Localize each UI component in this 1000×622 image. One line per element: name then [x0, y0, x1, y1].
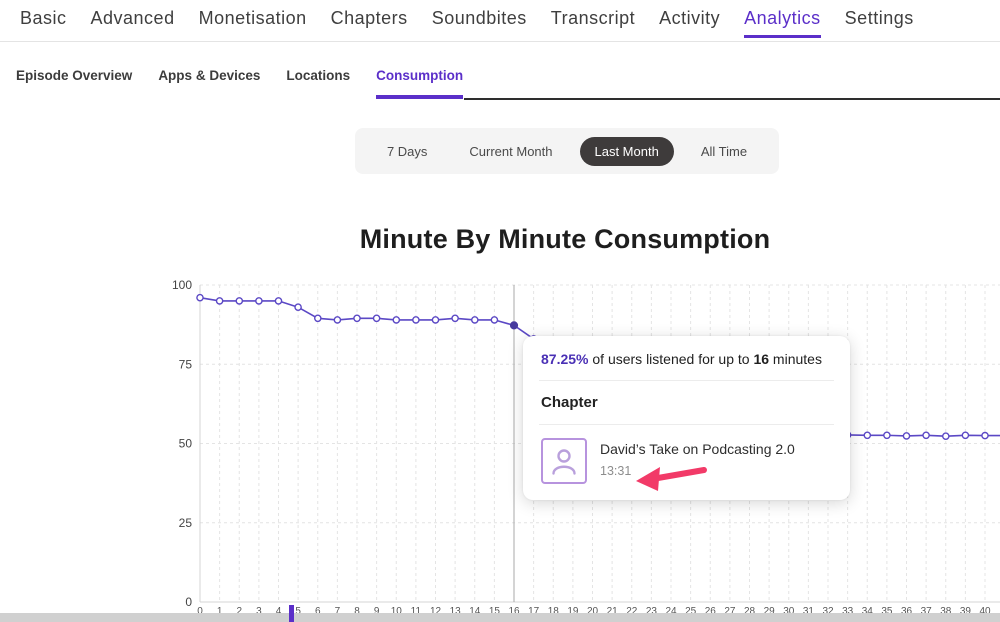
nav-item-analytics[interactable]: Analytics	[744, 8, 821, 38]
nav-item-soundbites[interactable]: Soundbites	[431, 8, 527, 28]
svg-text:13: 13	[450, 606, 462, 617]
chart-title: Minute By Minute Consumption	[359, 224, 771, 255]
svg-text:8: 8	[354, 606, 360, 617]
svg-text:27: 27	[724, 606, 736, 617]
svg-text:11: 11	[411, 606, 422, 617]
svg-text:25: 25	[685, 606, 697, 617]
chapter-title: David’s Take on Podcasting 2.0	[600, 441, 795, 457]
time-range-selector: 7 Days Current Month Last Month All Time	[355, 128, 779, 174]
arrow-icon	[636, 467, 707, 491]
tooltip-divider	[539, 424, 834, 425]
svg-text:25: 25	[179, 516, 193, 530]
subtab-apps-devices[interactable]: Apps & Devices	[158, 68, 261, 83]
svg-text:0: 0	[197, 606, 203, 617]
nav-item-settings[interactable]: Settings	[844, 8, 914, 28]
subtab-consumption[interactable]: Consumption	[376, 68, 464, 99]
svg-text:32: 32	[822, 606, 834, 617]
nav-item-activity[interactable]: Activity	[659, 8, 721, 28]
svg-text:17: 17	[528, 606, 540, 617]
svg-text:31: 31	[803, 606, 815, 617]
nav-item-transcript[interactable]: Transcript	[550, 8, 636, 28]
analytics-subtabs: Episode Overview Apps & Devices Locations C…	[16, 68, 1000, 99]
tooltip-text-mid: of users listened for up to	[588, 351, 754, 367]
tooltip-divider	[539, 380, 834, 381]
subtab-episode-overview[interactable]: Episode Overview	[16, 68, 133, 83]
chapter-info: David’s Take on Podcasting 2.0 13:31	[600, 438, 795, 478]
svg-text:12: 12	[430, 606, 442, 617]
svg-text:18: 18	[548, 606, 560, 617]
svg-text:24: 24	[665, 606, 677, 617]
svg-text:19: 19	[567, 606, 579, 617]
tooltip-chapter-row: David’s Take on Podcasting 2.0 13:31	[541, 438, 832, 484]
svg-text:21: 21	[607, 606, 619, 617]
svg-text:34: 34	[862, 606, 874, 617]
tooltip-chapter-label: Chapter	[541, 394, 598, 411]
svg-text:5: 5	[295, 606, 301, 617]
svg-text:38: 38	[940, 606, 952, 617]
svg-text:35: 35	[881, 606, 893, 617]
tooltip-percent: 87.25%	[541, 351, 589, 367]
svg-text:26: 26	[705, 606, 717, 617]
annotation-arrow	[632, 463, 710, 498]
svg-text:28: 28	[744, 606, 756, 617]
tooltip-text-end: minutes	[769, 351, 822, 367]
svg-text:9: 9	[374, 606, 380, 617]
range-all-time[interactable]: All Time	[700, 143, 748, 159]
svg-text:2: 2	[236, 606, 242, 617]
svg-text:14: 14	[469, 606, 481, 617]
nav-item-monetisation[interactable]: Monetisation	[198, 8, 307, 28]
nav-item-chapters[interactable]: Chapters	[330, 8, 408, 28]
svg-text:20: 20	[587, 606, 599, 617]
svg-text:10: 10	[391, 606, 403, 617]
svg-text:36: 36	[901, 606, 913, 617]
tooltip-minutes: 16	[753, 351, 770, 367]
svg-text:23: 23	[646, 606, 658, 617]
svg-text:16: 16	[508, 606, 520, 617]
svg-text:75: 75	[179, 357, 193, 371]
svg-text:7: 7	[335, 606, 341, 617]
svg-text:22: 22	[626, 606, 638, 617]
range-current-month[interactable]: Current Month	[469, 143, 553, 159]
svg-text:100: 100	[172, 278, 192, 292]
nav-item-basic[interactable]: Basic	[20, 8, 67, 28]
horizontal-scrollbar[interactable]	[0, 613, 1000, 622]
person-icon	[552, 449, 576, 475]
svg-text:15: 15	[489, 606, 501, 617]
svg-text:29: 29	[764, 606, 776, 617]
subtabs-divider	[464, 98, 1000, 100]
svg-text:4: 4	[276, 606, 282, 617]
range-last-month[interactable]: Last Month	[579, 136, 674, 166]
svg-text:3: 3	[256, 606, 262, 617]
primary-nav: Basic Advanced Monetisation Chapters Soundbi…	[0, 0, 1000, 42]
svg-text:39: 39	[960, 606, 972, 617]
svg-text:0: 0	[185, 595, 192, 609]
chapter-artwork-box	[541, 438, 587, 484]
tooltip-summary: 87.25% of users listened for up to 16 mi…	[541, 351, 832, 367]
svg-text:30: 30	[783, 606, 795, 617]
svg-text:1: 1	[217, 606, 223, 617]
chapter-timestamp: 13:31	[600, 464, 632, 478]
svg-text:40: 40	[979, 606, 991, 617]
svg-text:6: 6	[315, 606, 321, 617]
nav-item-advanced[interactable]: Advanced	[90, 8, 175, 28]
svg-text:50: 50	[179, 437, 193, 451]
subtab-locations[interactable]: Locations	[286, 68, 351, 83]
range-7-days[interactable]: 7 Days	[386, 143, 428, 159]
svg-text:33: 33	[842, 606, 854, 617]
svg-text:37: 37	[921, 606, 933, 617]
chapter-marker-tick[interactable]	[289, 605, 294, 622]
